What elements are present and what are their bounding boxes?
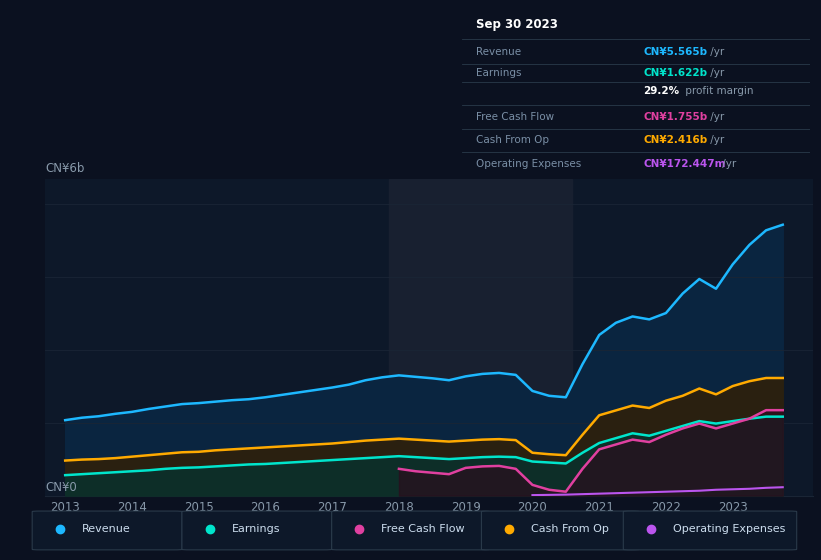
Text: CN¥6b: CN¥6b	[45, 162, 85, 175]
Text: 29.2%: 29.2%	[643, 86, 679, 96]
FancyBboxPatch shape	[32, 511, 182, 550]
Text: CN¥1.622b: CN¥1.622b	[643, 68, 708, 78]
Text: CN¥2.416b: CN¥2.416b	[643, 136, 708, 146]
Text: Operating Expenses: Operating Expenses	[673, 524, 786, 534]
Bar	[389, 179, 572, 496]
Text: Revenue: Revenue	[476, 47, 521, 57]
Text: Sep 30 2023: Sep 30 2023	[476, 18, 558, 31]
Text: Operating Expenses: Operating Expenses	[476, 158, 581, 169]
Text: /yr: /yr	[719, 158, 736, 169]
Text: CN¥5.565b: CN¥5.565b	[643, 47, 708, 57]
FancyBboxPatch shape	[623, 511, 796, 550]
Text: Free Cash Flow: Free Cash Flow	[476, 113, 554, 122]
Text: Earnings: Earnings	[476, 68, 521, 78]
Text: CN¥0: CN¥0	[45, 481, 77, 494]
Text: /yr: /yr	[707, 136, 724, 146]
FancyBboxPatch shape	[332, 511, 489, 550]
Text: /yr: /yr	[707, 47, 724, 57]
Text: CN¥1.755b: CN¥1.755b	[643, 113, 708, 122]
Text: profit margin: profit margin	[681, 86, 753, 96]
FancyBboxPatch shape	[481, 511, 639, 550]
Text: CN¥172.447m: CN¥172.447m	[643, 158, 726, 169]
Text: Cash From Op: Cash From Op	[476, 136, 549, 146]
Text: Cash From Op: Cash From Op	[531, 524, 609, 534]
Text: /yr: /yr	[707, 113, 724, 122]
Text: /yr: /yr	[707, 68, 724, 78]
Text: Revenue: Revenue	[82, 524, 131, 534]
Text: Earnings: Earnings	[232, 524, 280, 534]
FancyBboxPatch shape	[182, 511, 332, 550]
Text: Free Cash Flow: Free Cash Flow	[381, 524, 465, 534]
